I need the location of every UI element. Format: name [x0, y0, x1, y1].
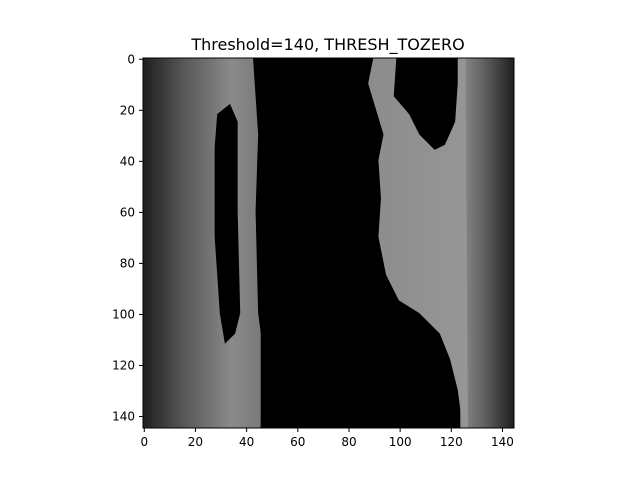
- y-tick-label: 60: [120, 205, 135, 219]
- heatmap-image: [143, 58, 514, 428]
- x-tick-label: 60: [290, 435, 305, 449]
- x-tick-label: 20: [188, 435, 203, 449]
- x-tick-label: 140: [491, 435, 514, 449]
- x-axis: 0 20 40 60 80 100 120 140: [140, 428, 514, 449]
- y-tick-label: 100: [112, 307, 135, 321]
- x-tick-label: 40: [239, 435, 254, 449]
- y-tick-label: 20: [120, 103, 135, 117]
- y-tick-label: 40: [120, 154, 135, 168]
- left-black-stripe: [214, 103, 241, 344]
- y-tick-label: 0: [127, 52, 135, 66]
- right-light-region: [368, 58, 468, 428]
- chart-title: Threshold=140, THRESH_TOZERO: [190, 35, 464, 55]
- right-gray-band: [460, 58, 514, 428]
- plot-frame: [142, 57, 515, 429]
- x-tick-label: 100: [389, 435, 412, 449]
- x-tick-label: 120: [440, 435, 463, 449]
- y-tick-label: 80: [120, 256, 135, 270]
- central-black-region: [253, 58, 297, 428]
- x-tick-label: 0: [140, 435, 148, 449]
- y-tick-label: 120: [112, 358, 135, 372]
- top-black-notch: [393, 58, 458, 150]
- y-tick-label: 140: [112, 410, 135, 424]
- x-tick-label: 80: [341, 435, 356, 449]
- left-gray-band: [143, 58, 261, 428]
- y-axis: 0 20 40 60 80 100 120 140: [112, 52, 143, 424]
